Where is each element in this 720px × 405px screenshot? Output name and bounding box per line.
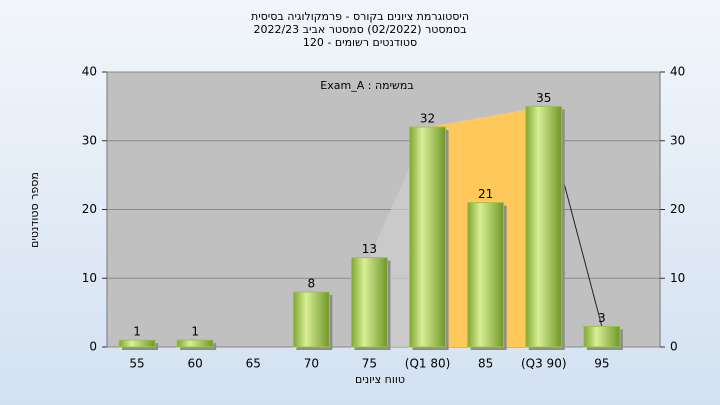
bar <box>467 202 505 348</box>
y2-tick-label: 0 <box>670 340 678 354</box>
value-label: 1 <box>133 325 141 339</box>
x-tick-label: 55 <box>129 357 144 371</box>
y-tick-label: 0 <box>89 340 97 354</box>
bar <box>350 257 388 348</box>
annotation: Exam_A : במשימה <box>320 79 413 92</box>
value-label: 13 <box>362 242 377 256</box>
bar <box>409 126 447 348</box>
y2-tick-label: 10 <box>670 271 685 285</box>
value-label: 35 <box>536 91 551 105</box>
bar <box>583 325 621 348</box>
value-label: 21 <box>478 187 493 201</box>
x-tick-label: 60 <box>188 357 203 371</box>
y-tick-label: 20 <box>82 202 97 216</box>
y-tick-label: 40 <box>82 65 97 79</box>
value-label: 32 <box>420 112 435 126</box>
y-tick-label: 30 <box>82 133 97 147</box>
y-axis-label: מספר סטודנטים <box>28 172 41 248</box>
x-tick-label: 75 <box>362 357 377 371</box>
bar <box>176 339 214 348</box>
value-label: 1 <box>191 325 199 339</box>
chart-subtitle: סטודנטים רשומים - 120 <box>303 36 417 49</box>
x-tick-label: 95 <box>594 357 609 371</box>
chart-title: היסטוגרמת ציונים בקורס - פרמקולוגיה בסיס… <box>251 10 469 23</box>
value-label: 8 <box>308 277 316 291</box>
x-tick-label: 85 <box>478 357 493 371</box>
chart-subtitle: בסמסטר (02/2022) סמסטר אביב 2022/23 <box>253 23 466 36</box>
x-tick-label: (Q3 90) <box>521 357 567 371</box>
y2-tick-label: 20 <box>670 202 685 216</box>
bar <box>525 105 563 348</box>
x-axis-label: טווח ציונים <box>355 373 405 386</box>
bar <box>118 339 156 348</box>
y-tick-label: 10 <box>82 271 97 285</box>
y2-tick-label: 40 <box>670 65 685 79</box>
x-tick-label: (Q1 80) <box>405 357 451 371</box>
y2-tick-label: 30 <box>670 133 685 147</box>
value-label: 3 <box>598 311 606 325</box>
x-tick-label: 70 <box>304 357 319 371</box>
bar <box>292 291 330 348</box>
x-tick-label: 65 <box>246 357 261 371</box>
